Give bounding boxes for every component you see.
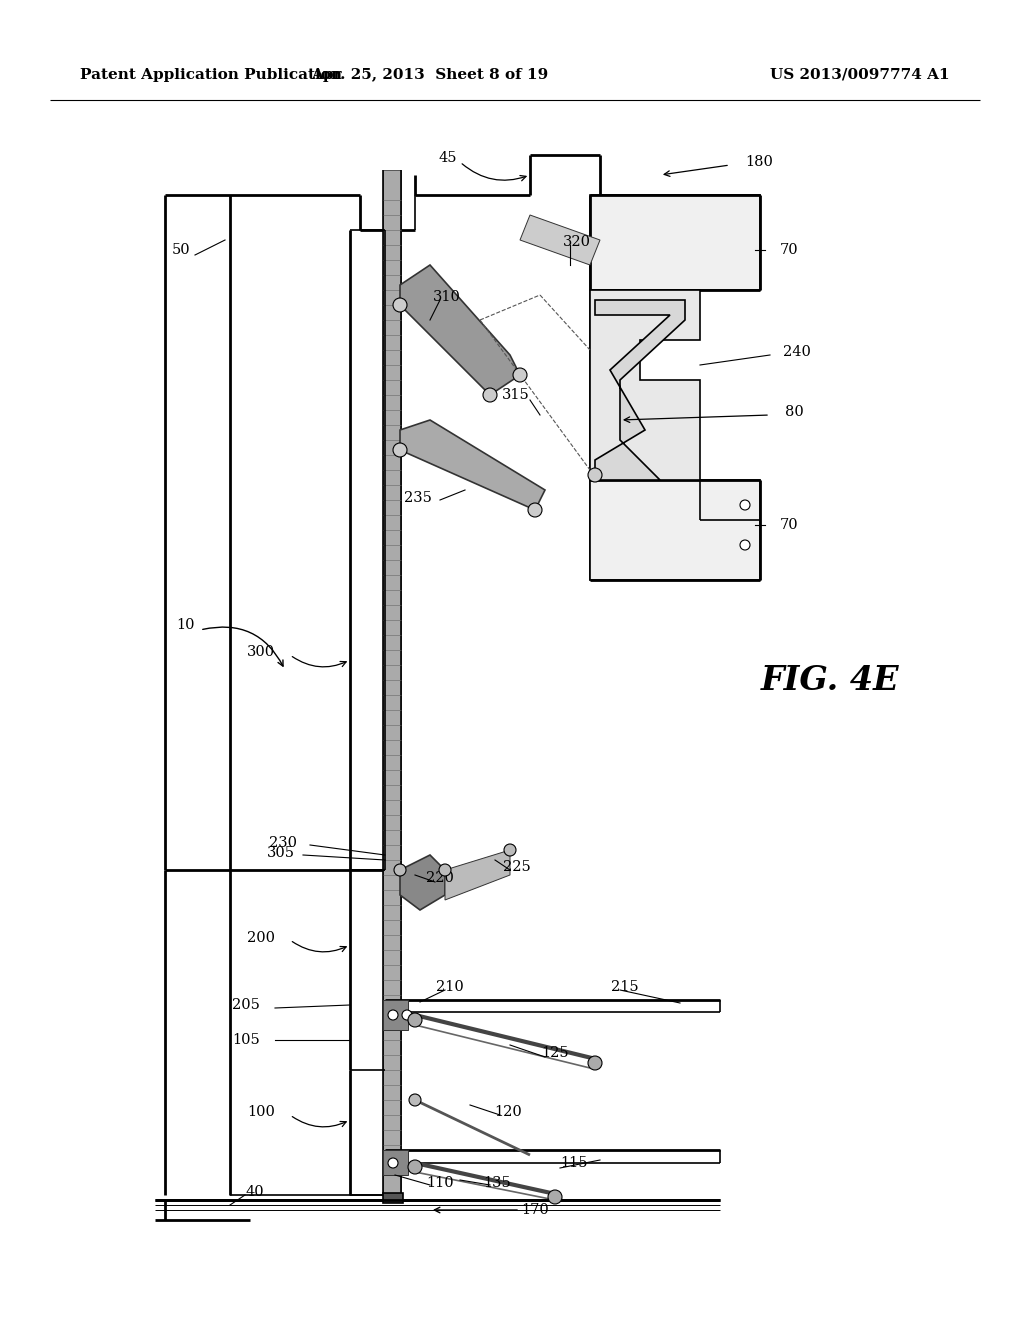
Text: 315: 315 — [502, 388, 530, 403]
Circle shape — [394, 865, 406, 876]
Text: 105: 105 — [232, 1034, 260, 1047]
Text: Apr. 25, 2013  Sheet 8 of 19: Apr. 25, 2013 Sheet 8 of 19 — [311, 69, 549, 82]
Polygon shape — [445, 850, 510, 900]
Circle shape — [588, 1056, 602, 1071]
Text: 215: 215 — [611, 979, 639, 994]
Text: 135: 135 — [483, 1176, 511, 1191]
Text: 100: 100 — [247, 1105, 275, 1119]
Text: 180: 180 — [745, 154, 773, 169]
Text: US 2013/0097774 A1: US 2013/0097774 A1 — [770, 69, 950, 82]
Bar — [383, 1193, 403, 1203]
Bar — [383, 170, 401, 1195]
Circle shape — [393, 444, 407, 457]
Circle shape — [740, 500, 750, 510]
Polygon shape — [400, 265, 520, 395]
Polygon shape — [400, 420, 545, 510]
Text: 235: 235 — [404, 491, 432, 506]
Text: 240: 240 — [783, 345, 811, 359]
Circle shape — [388, 1010, 398, 1020]
Bar — [590, 480, 760, 579]
Text: 70: 70 — [780, 517, 799, 532]
Text: 110: 110 — [426, 1176, 454, 1191]
Text: 120: 120 — [495, 1105, 522, 1119]
Circle shape — [409, 1094, 421, 1106]
Text: 115: 115 — [560, 1156, 588, 1170]
Text: 230: 230 — [269, 836, 297, 850]
Circle shape — [513, 368, 527, 381]
Circle shape — [408, 1012, 422, 1027]
Text: 50: 50 — [171, 243, 190, 257]
Text: 200: 200 — [247, 931, 275, 945]
Circle shape — [402, 1010, 412, 1020]
Text: 210: 210 — [436, 979, 464, 994]
Circle shape — [408, 1160, 422, 1173]
Text: 205: 205 — [232, 998, 260, 1012]
Text: Patent Application Publication: Patent Application Publication — [80, 69, 342, 82]
Circle shape — [388, 1158, 398, 1168]
Text: FIG. 4E: FIG. 4E — [761, 664, 899, 697]
Text: 45: 45 — [438, 150, 458, 165]
Text: 70: 70 — [780, 243, 799, 257]
Circle shape — [528, 503, 542, 517]
Text: 305: 305 — [267, 846, 295, 861]
Text: 320: 320 — [563, 235, 591, 249]
Bar — [590, 195, 760, 290]
Text: 10: 10 — [176, 618, 195, 632]
Bar — [383, 1001, 408, 1030]
Circle shape — [439, 865, 451, 876]
Polygon shape — [590, 290, 700, 480]
Circle shape — [504, 843, 516, 855]
Text: 40: 40 — [246, 1185, 264, 1199]
Polygon shape — [520, 215, 600, 265]
Polygon shape — [400, 855, 445, 909]
Polygon shape — [595, 300, 685, 480]
Circle shape — [393, 298, 407, 312]
Circle shape — [548, 1191, 562, 1204]
Text: 80: 80 — [785, 405, 804, 418]
Text: 220: 220 — [426, 871, 454, 884]
Text: 125: 125 — [542, 1045, 568, 1060]
Bar — [383, 1150, 408, 1175]
Text: 300: 300 — [247, 645, 275, 659]
Circle shape — [740, 540, 750, 550]
Circle shape — [483, 388, 497, 403]
Text: 310: 310 — [433, 290, 461, 304]
Circle shape — [588, 469, 602, 482]
Text: 225: 225 — [503, 861, 530, 874]
Text: 170: 170 — [521, 1203, 549, 1217]
